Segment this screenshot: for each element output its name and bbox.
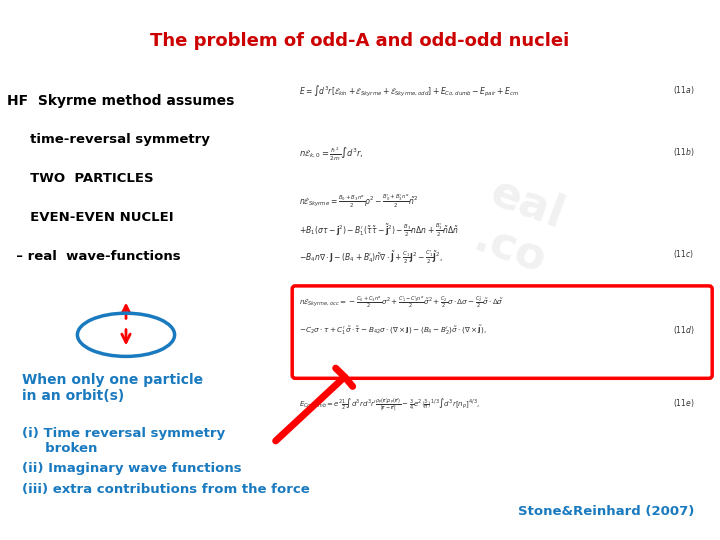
Text: $+B_1(\sigma\tau - \mathbf{j}^2) - B_1^\prime(\tilde{\tau}\tilde{\tau}-\tilde{\m: $+B_1(\sigma\tau - \mathbf{j}^2) - B_1^\… (299, 221, 459, 239)
Text: $(11e)$: $(11e)$ (673, 397, 695, 409)
Text: $n\mathcal{E}_{Skyrme,occ} = -\frac{C_0+C_3n^\alpha}{2}\sigma^2 + \frac{C_1^\pri: $n\mathcal{E}_{Skyrme,occ} = -\frac{C_0+… (299, 294, 503, 309)
Text: (iii) extra contributions from the force: (iii) extra contributions from the force (22, 483, 310, 496)
Text: $E_{Coulomb}=e^2\frac{1}{2}\int d^3r d^3r^\prime\frac{\rho_p(\mathbf{r})\rho_p(\: $E_{Coulomb}=e^2\frac{1}{2}\int d^3r d^3… (299, 397, 480, 414)
Text: (i) Time reversal symmetry
     broken: (i) Time reversal symmetry broken (22, 427, 225, 455)
Text: time-reversal symmetry: time-reversal symmetry (7, 133, 210, 146)
Text: EVEN-EVEN NUCLEI: EVEN-EVEN NUCLEI (7, 211, 174, 224)
Text: – real  wave-functions: – real wave-functions (7, 250, 181, 263)
Text: When only one particle
in an orbit(s): When only one particle in an orbit(s) (22, 373, 203, 403)
Text: $(11d)$: $(11d)$ (673, 324, 695, 336)
Text: $(11a)$: $(11a)$ (673, 84, 695, 96)
Text: $-C_2\sigma\cdot\tau+C_1^\prime\tilde{\sigma}\cdot\tilde{\tau}-B_{42}\sigma\cdot: $-C_2\sigma\cdot\tau+C_1^\prime\tilde{\s… (299, 324, 487, 338)
Text: $(11c)$: $(11c)$ (673, 248, 694, 260)
Text: $n\mathcal{E}_{k,0} = \frac{\hbar^2}{2m}\int d^3r,$: $n\mathcal{E}_{k,0} = \frac{\hbar^2}{2m}… (299, 146, 364, 163)
Text: $n\mathcal{E}_{Skyrme} = \frac{B_0+B_3n^\alpha}{2}\rho^2 - \frac{B_0^\prime+B_3^: $n\mathcal{E}_{Skyrme} = \frac{B_0+B_3n^… (299, 192, 418, 210)
Text: (ii) Imaginary wave functions: (ii) Imaginary wave functions (22, 462, 241, 475)
Text: The problem of odd-A and odd-odd nuclei: The problem of odd-A and odd-odd nuclei (150, 32, 570, 50)
Text: $-B_4 n\nabla\cdot\mathbf{J}-(B_4+B_4^\prime)\tilde{n}\nabla\cdot\tilde{\mathbf{: $-B_4 n\nabla\cdot\mathbf{J}-(B_4+B_4^\p… (299, 248, 443, 266)
Text: eal
.co: eal .co (467, 170, 570, 284)
Text: $(11b)$: $(11b)$ (673, 146, 695, 158)
Text: HF  Skyrme method assumes: HF Skyrme method assumes (7, 94, 235, 109)
Text: TWO  PARTICLES: TWO PARTICLES (7, 172, 154, 185)
FancyBboxPatch shape (292, 286, 712, 379)
Text: Stone&Reinhard (2007): Stone&Reinhard (2007) (518, 505, 695, 518)
Text: $E = \int d^3r[\mathcal{E}_{kin} + \mathcal{E}_{Skyrme} + \mathcal{E}_{Skyrme,od: $E = \int d^3r[\mathcal{E}_{kin} + \math… (299, 84, 519, 99)
